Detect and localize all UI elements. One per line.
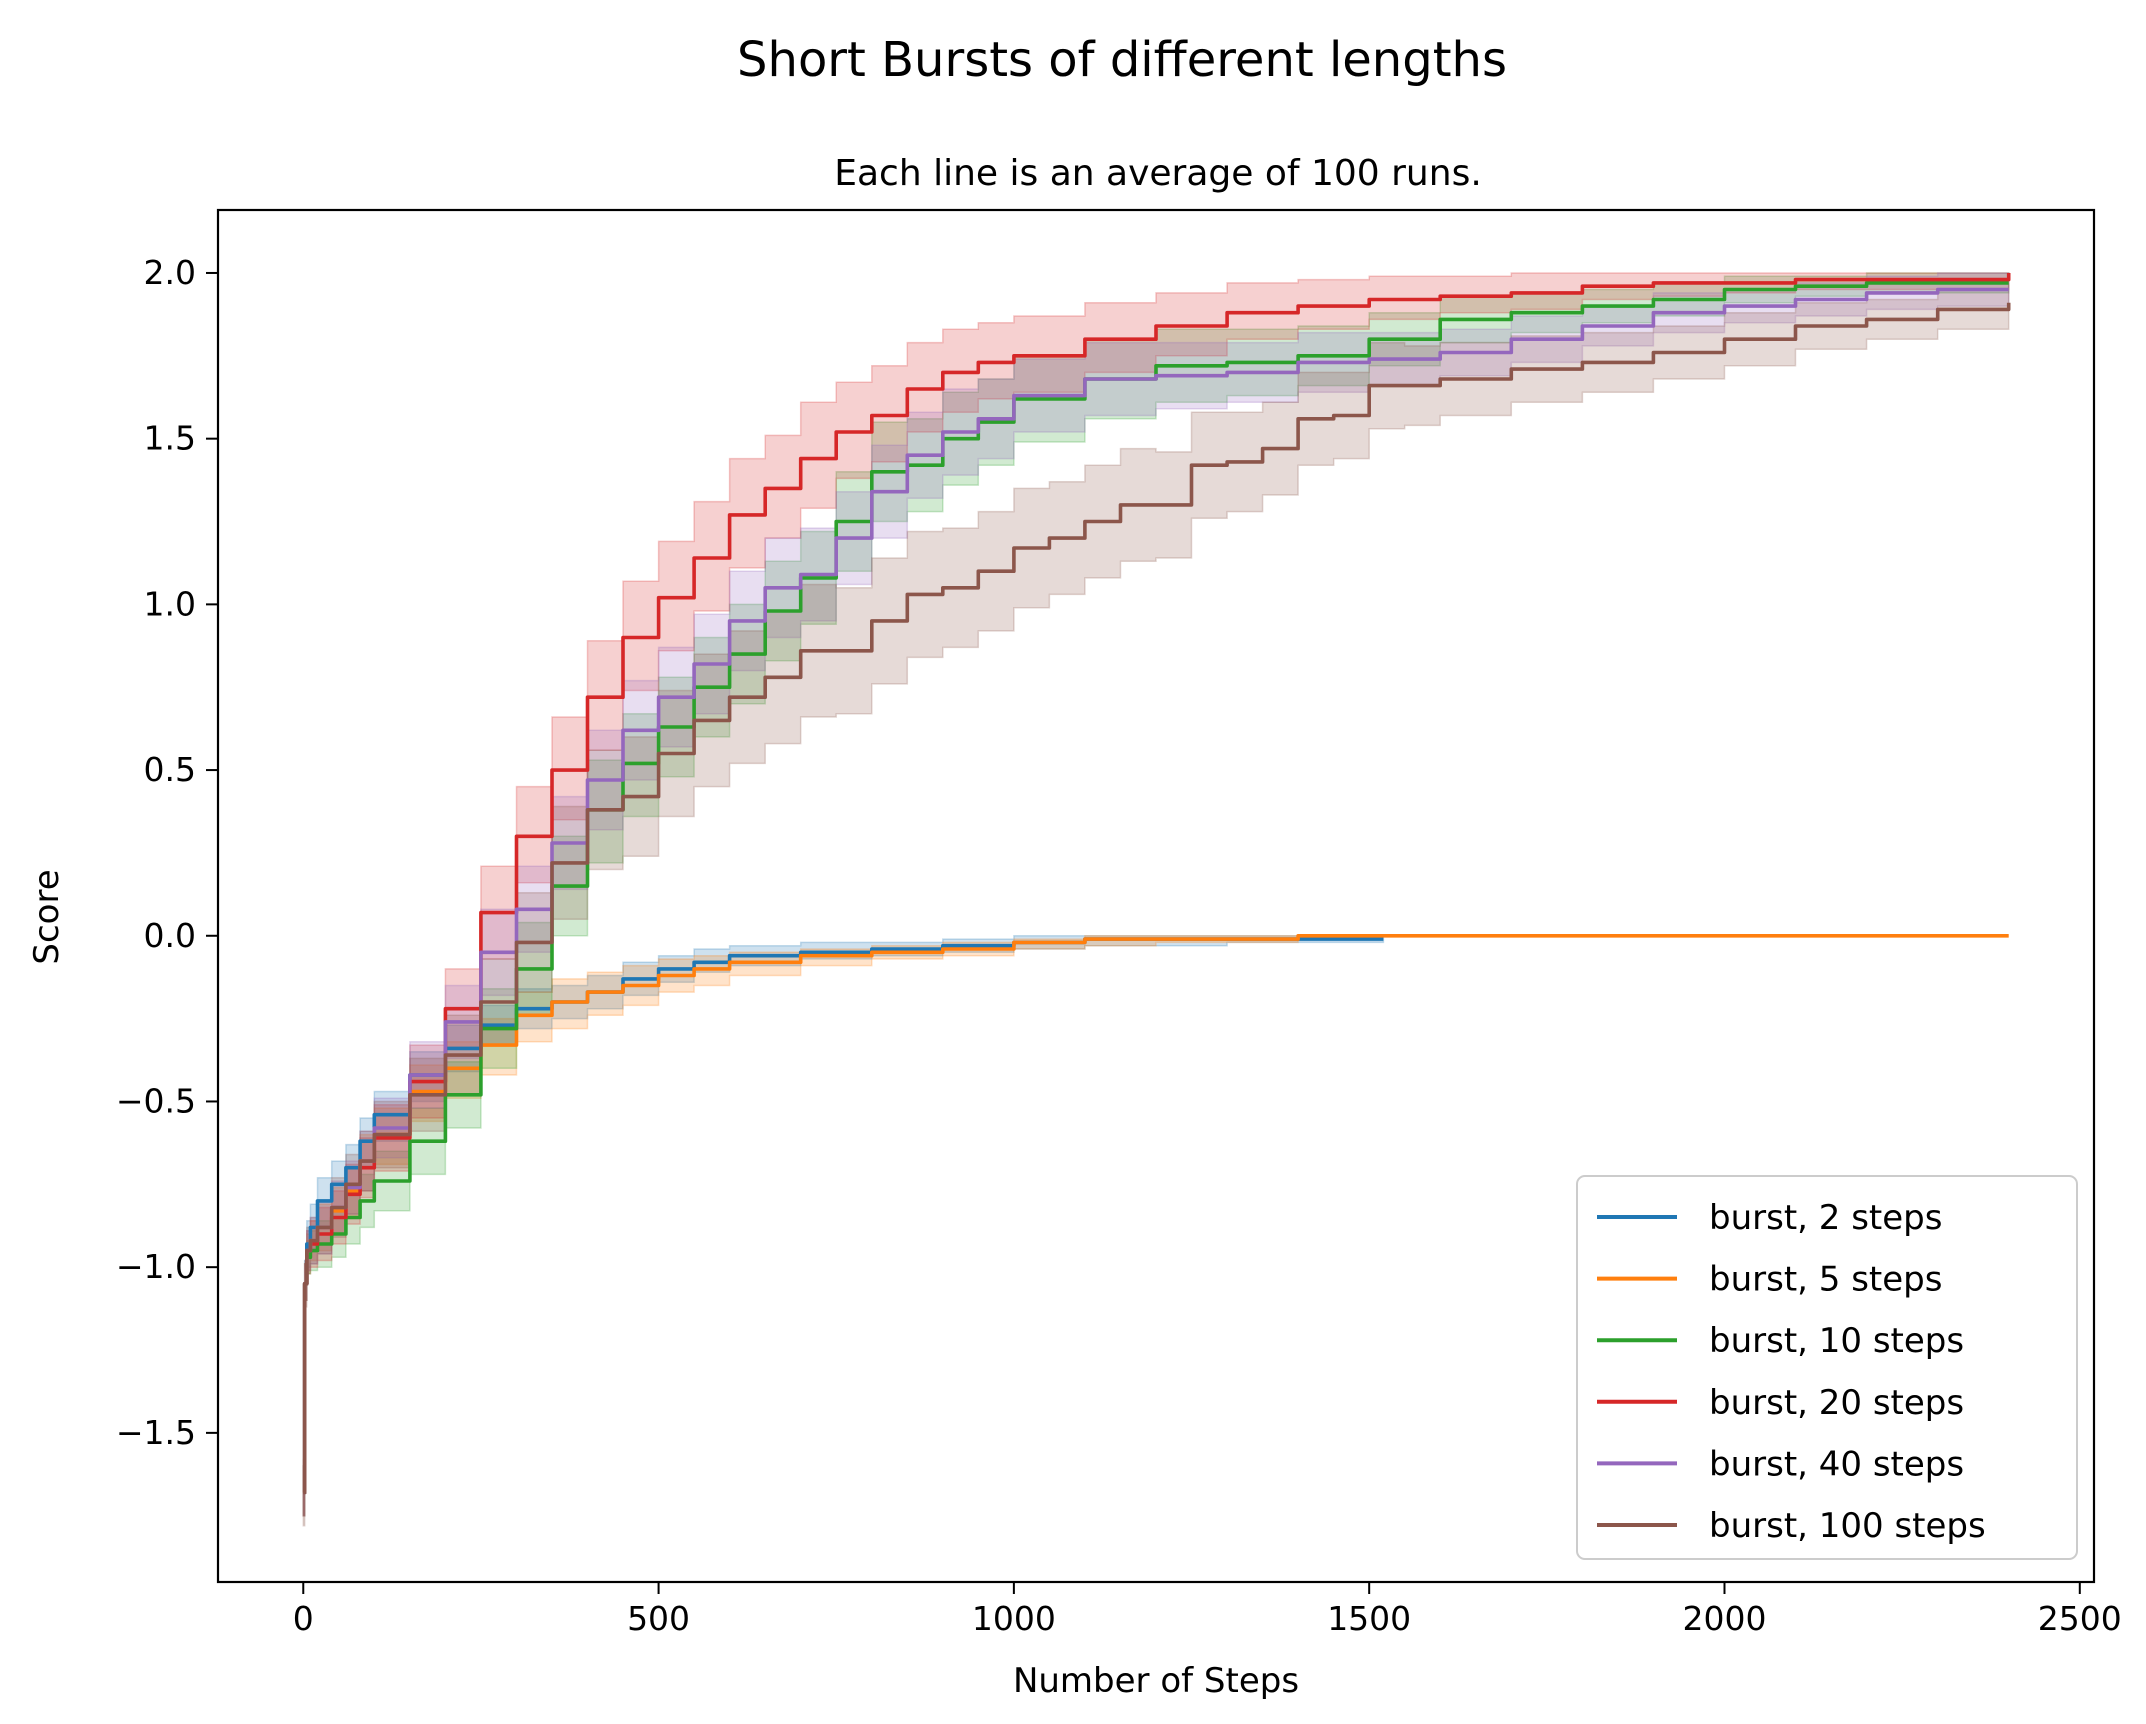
- line-series-6: [302, 302, 2011, 1495]
- chart-subtitle: Each line is an average of 100 runs.: [834, 153, 1482, 194]
- x-axis-label: Number of Steps: [1013, 1661, 1299, 1701]
- legend-frame: [1576, 1175, 2078, 1560]
- y-axis: −1.5 −1.0 −0.5 0.0 0.5 1.0 1.5 2.0: [116, 253, 218, 1452]
- legend-label: burst, 100 steps: [1709, 1506, 1986, 1546]
- series-lines: [302, 273, 2011, 1495]
- band-series-6: [302, 282, 2010, 1527]
- line-series-3: [302, 281, 2009, 1495]
- x-tick-label: 500: [627, 1599, 690, 1638]
- y-tick-label: −1.0: [116, 1247, 196, 1286]
- y-tick-label: 1.0: [144, 584, 196, 623]
- legend: burst, 2 steps burst, 5 steps burst, 10 st…: [1576, 1175, 2078, 1560]
- y-tick-label: 1.5: [144, 419, 196, 458]
- x-tick-label: 2000: [1682, 1599, 1766, 1638]
- x-tick-label: 2500: [2038, 1599, 2122, 1638]
- x-tick-label: 1500: [1327, 1599, 1411, 1638]
- legend-label: burst, 2 steps: [1709, 1198, 1942, 1238]
- x-tick-label: 0: [293, 1599, 314, 1638]
- x-axis: 0 500 1000 1500 2000 2500: [293, 1582, 2122, 1638]
- y-tick-label: −1.5: [116, 1413, 196, 1452]
- y-axis-label: Score: [27, 869, 67, 964]
- plot-frame: [216, 208, 2096, 1584]
- y-tick-label: −0.5: [116, 1081, 196, 1120]
- legend-label: burst, 40 steps: [1709, 1444, 1964, 1484]
- x-tick-label: 1000: [972, 1599, 1056, 1638]
- y-tick-label: 2.0: [144, 253, 196, 292]
- legend-label: burst, 5 steps: [1709, 1260, 1942, 1300]
- y-tick-label: 0.5: [144, 750, 196, 789]
- legend-label: burst, 10 steps: [1709, 1321, 1964, 1361]
- legend-label: burst, 20 steps: [1709, 1383, 1964, 1423]
- band-series-4: [302, 272, 2010, 1517]
- chart-title: Short Bursts of different lengths: [737, 32, 1507, 88]
- y-tick-label: 0.0: [144, 916, 196, 955]
- line-series-4: [302, 273, 2011, 1495]
